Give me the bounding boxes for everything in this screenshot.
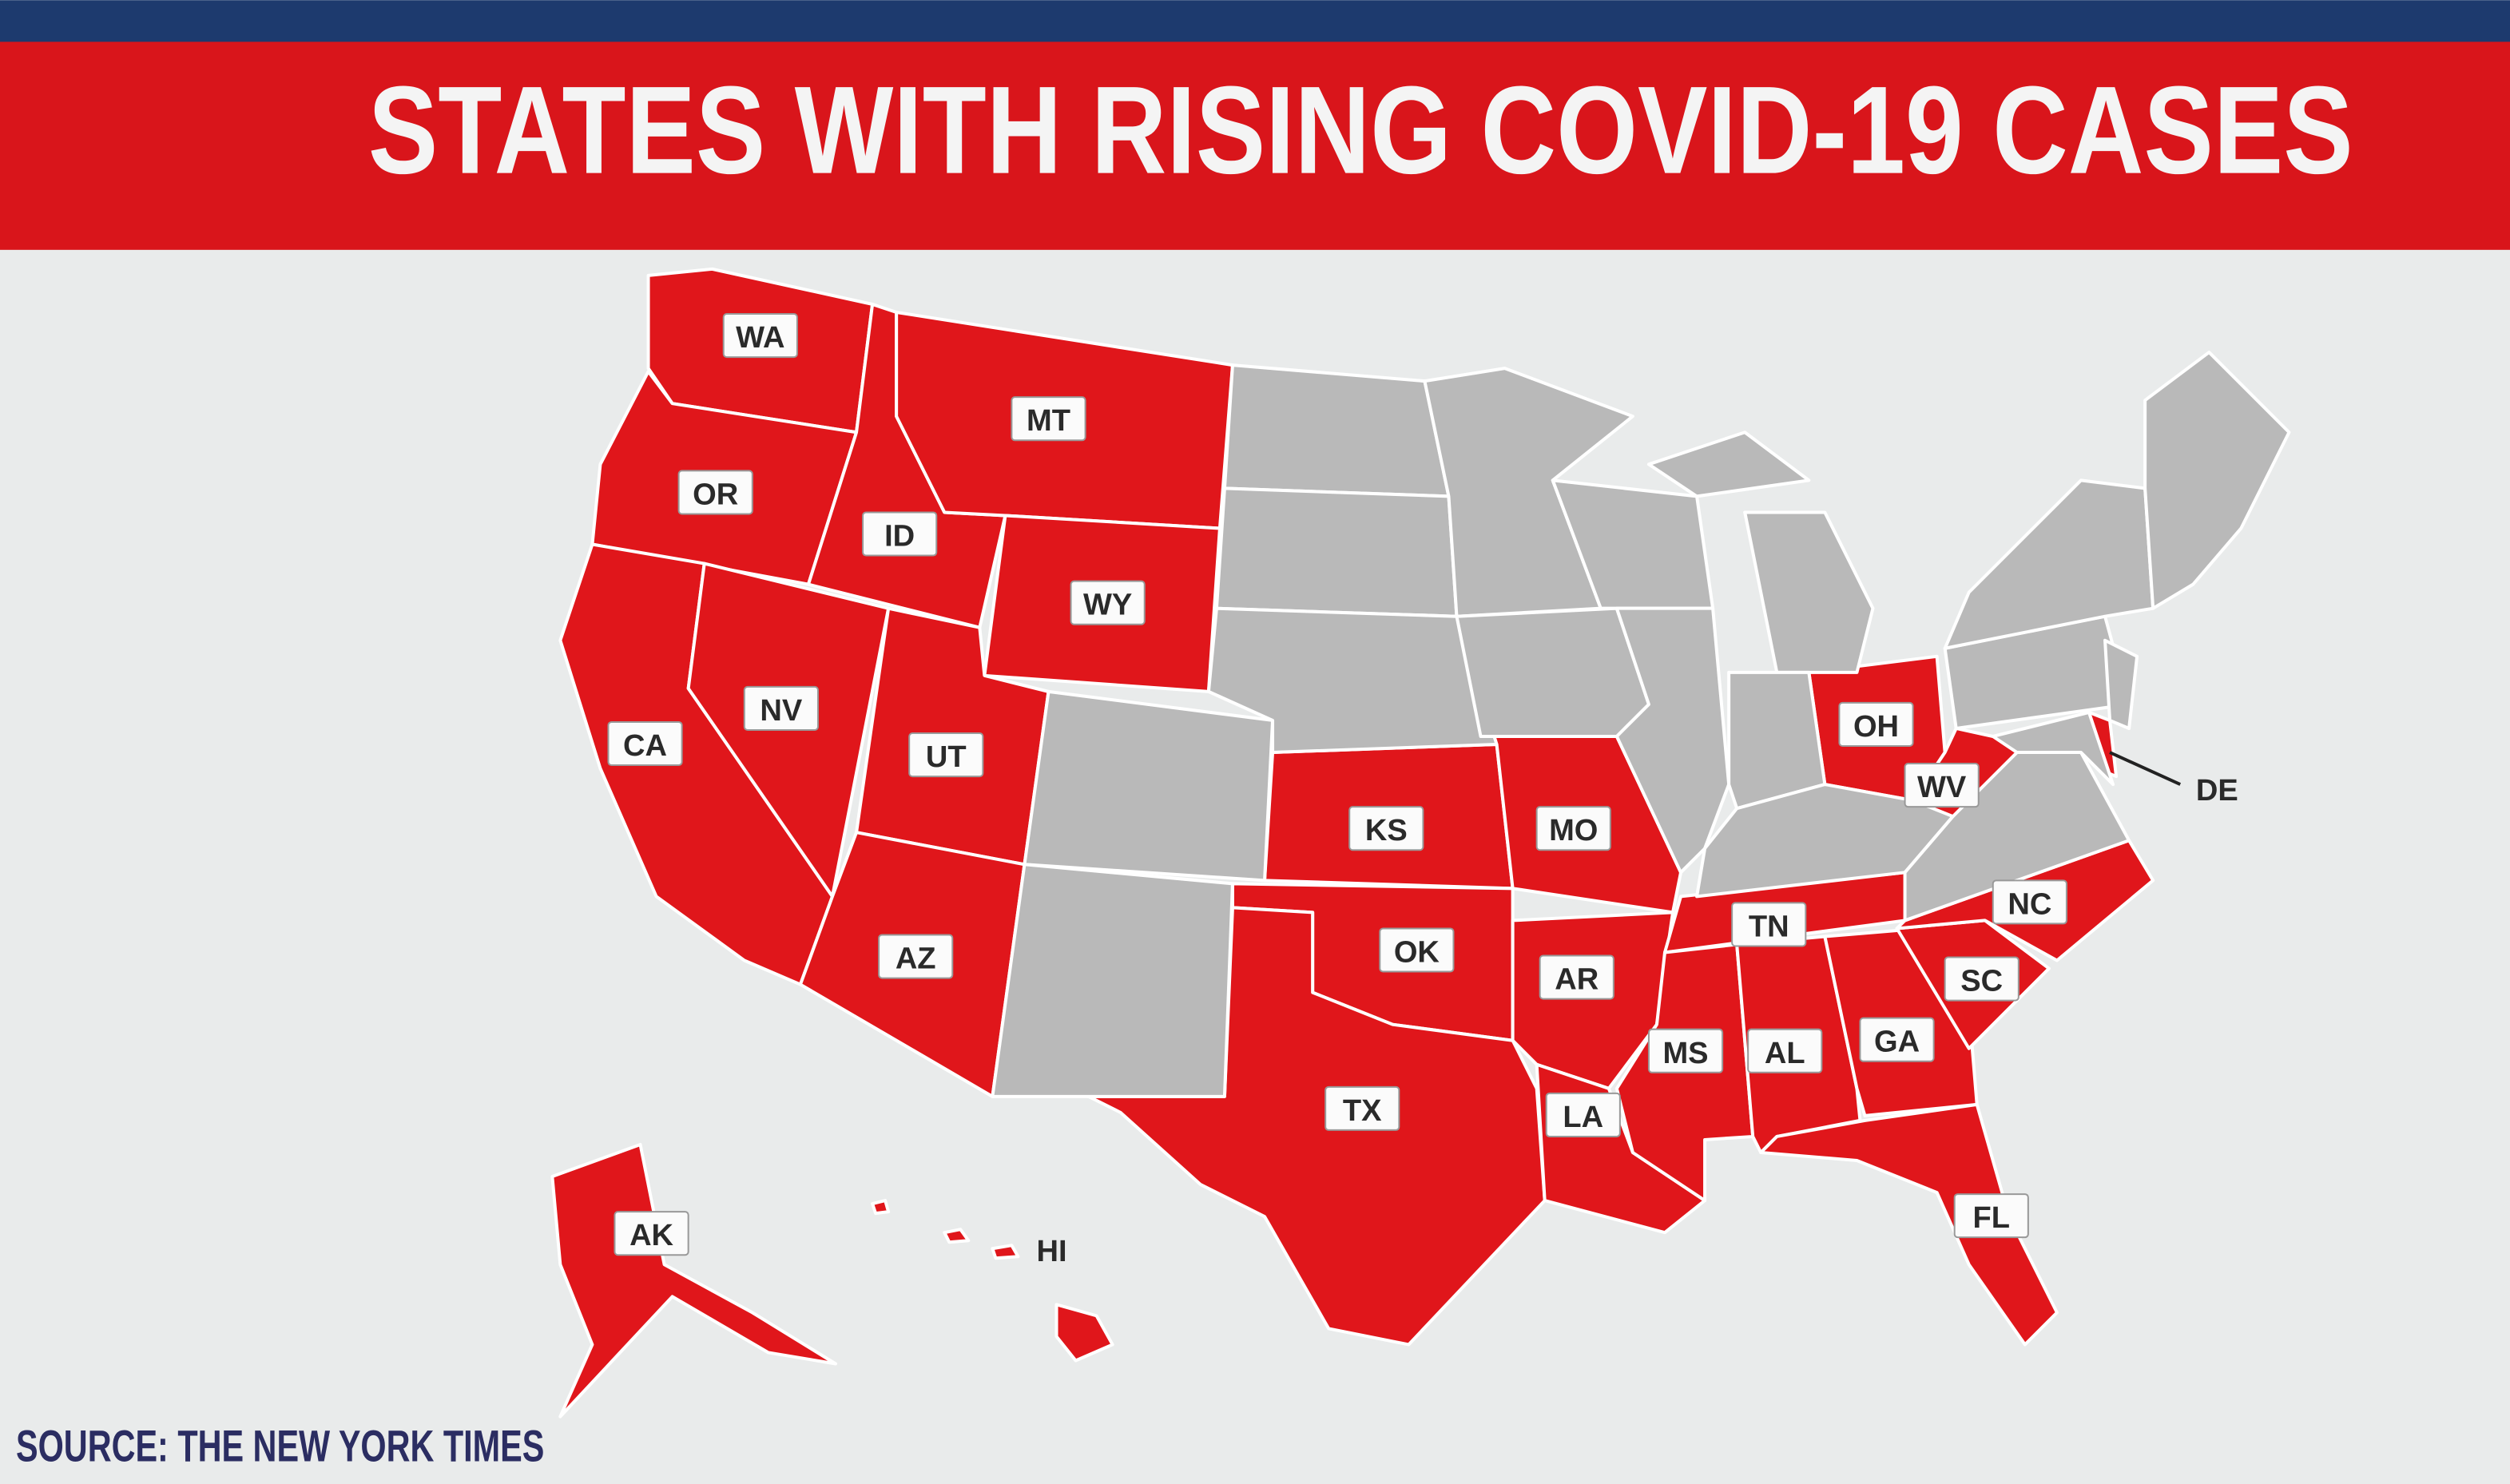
label-box: [1904, 763, 1980, 808]
label-box: [1325, 1085, 1400, 1131]
state-shape: [1054, 1303, 1114, 1363]
state-label: NC: [2008, 887, 2051, 921]
state-label: CA: [623, 729, 667, 763]
state-label: HI: [1036, 1235, 1066, 1268]
label-box: [607, 720, 683, 767]
title: STATES WITH RISING COVID-19 CASES: [368, 62, 2353, 200]
label-box: [1011, 396, 1086, 442]
state-shape: [1214, 486, 1459, 618]
label-box: [878, 934, 954, 979]
label-box: [1731, 902, 1807, 947]
title-banner: [0, 42, 2510, 250]
label-box: [1992, 879, 2067, 925]
state-label: WY: [1083, 589, 1132, 622]
state-shape: [1455, 606, 1650, 738]
state-shape: [1646, 431, 1811, 498]
state-shape: [991, 1244, 1020, 1260]
state-label: DE: [2196, 774, 2238, 807]
state-label: OR: [693, 478, 738, 511]
label-box: [1647, 1028, 1724, 1073]
top-band: [0, 0, 2510, 46]
state-label: KS: [1365, 814, 1408, 847]
state-label: MT: [1027, 404, 1070, 438]
state-label: MO: [1549, 814, 1598, 847]
state-label: OK: [1394, 936, 1440, 970]
state-shape: [1991, 710, 2115, 787]
state-label: UT: [926, 740, 967, 774]
state-label: ID: [884, 520, 915, 554]
state-shape: [1695, 783, 1955, 899]
state-label: FL: [1973, 1201, 2011, 1235]
state-label: LA: [1563, 1101, 1603, 1134]
state-label: WV: [1917, 771, 1967, 804]
state-shape: [1222, 363, 1451, 498]
label-box: [1539, 954, 1614, 1000]
state-labels: WA MT OR ID WY CA NV UT KS MO OK AZ AR TX LA MS AL TN GA SC…: [607, 312, 2238, 1268]
state-shape: [2143, 351, 2291, 610]
state-label: OH: [1853, 710, 1899, 744]
state-label: TN: [1749, 910, 1789, 943]
state-shape: [1023, 689, 1275, 883]
label-box: [743, 685, 819, 731]
state-label: AZ: [896, 942, 936, 976]
state-shape: [1086, 906, 1547, 1347]
state-shape: [1743, 510, 1875, 674]
label-box: [862, 511, 938, 557]
state-shape: [991, 863, 1234, 1098]
state-shape: [871, 1199, 891, 1216]
label-box: [1545, 1092, 1621, 1137]
label-box: [722, 312, 798, 359]
state-label: AR: [1555, 963, 1599, 997]
state-label: NV: [760, 694, 802, 728]
label-box: [677, 470, 753, 515]
label-box: [1379, 927, 1455, 973]
label-box: [1944, 956, 2020, 1002]
label-box: [1070, 580, 1146, 625]
state-label: SC: [1960, 965, 2003, 998]
label-box: [614, 1211, 689, 1256]
label-box: [908, 732, 984, 778]
source-note: SOURCE: THE NEW YORK TIMES: [16, 1421, 544, 1471]
label-box: [1348, 806, 1424, 851]
label-box: [1838, 701, 1914, 748]
state-shape: [2103, 638, 2139, 730]
label-leader: [2109, 751, 2182, 786]
label-box: [1859, 1017, 1935, 1062]
state-label: AK: [629, 1219, 673, 1252]
state-label: AL: [1765, 1037, 1805, 1070]
state-label: MS: [1662, 1037, 1708, 1070]
state-label: GA: [1874, 1026, 1920, 1059]
label-box: [1747, 1028, 1823, 1073]
label-box: [1953, 1193, 2029, 1239]
label-box: [1535, 806, 1611, 851]
state-shape: [1759, 1102, 2059, 1347]
state-shape: [943, 1228, 971, 1244]
other-states: [991, 351, 2291, 1098]
state-label: WA: [736, 321, 784, 355]
state-label: TX: [1343, 1094, 1382, 1128]
state-shape: [1614, 606, 1731, 875]
